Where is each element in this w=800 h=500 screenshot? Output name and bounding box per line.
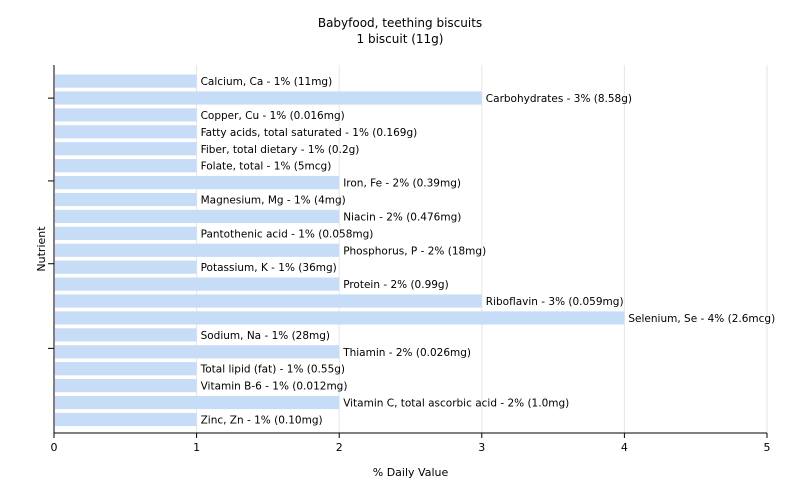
bar (55, 379, 197, 393)
bar (55, 362, 197, 376)
bar-label: Vitamin C, total ascorbic acid - 2% (1.0… (343, 398, 569, 410)
bar (55, 243, 340, 257)
bar (55, 311, 625, 325)
bar (55, 192, 197, 207)
x-axis-label: % Daily Value (373, 466, 449, 479)
bar (55, 175, 340, 190)
chart-title: Babyfood, teething biscuits (317, 16, 483, 30)
bar-label: Fiber, total dietary - 1% (0.2g) (201, 144, 360, 156)
bar (55, 260, 197, 274)
bar-label: Carbohydrates - 3% (8.58g) (486, 93, 632, 105)
bar (55, 345, 340, 359)
bar (55, 91, 482, 105)
bar (55, 412, 197, 427)
bar-label: Protein - 2% (0.99g) (343, 279, 449, 291)
bar-label: Folate, total - 1% (5mcg) (201, 161, 332, 173)
bar-label: Vitamin B-6 - 1% (0.012mg) (201, 381, 348, 393)
bar-label: Sodium, Na - 1% (28mg) (201, 330, 330, 342)
bar (55, 328, 197, 342)
bar-label: Phosphorus, P - 2% (18mg) (343, 245, 486, 257)
chart-subtitle: 1 biscuit (11g) (356, 32, 444, 46)
axes: 0 1 2 3 4 5 (48, 65, 771, 454)
x-tick-label: 2 (336, 441, 343, 454)
bar-label: Total lipid (fat) - 1% (0.55g) (200, 364, 345, 376)
x-tick-label: 5 (764, 441, 771, 454)
x-tick-label: 1 (193, 441, 200, 454)
bar-label: Zinc, Zn - 1% (0.10mg) (201, 414, 323, 426)
bar (55, 277, 340, 291)
bar (55, 395, 340, 410)
bar-label: Potassium, K - 1% (36mg) (201, 262, 337, 274)
bar-label: Niacin - 2% (0.476mg) (343, 211, 461, 223)
x-tick-label: 4 (621, 441, 628, 454)
y-axis-label: Nutrient (35, 226, 48, 272)
bar-label: Pantothenic acid - 1% (0.058mg) (201, 228, 374, 240)
bar-label: Thiamin - 2% (0.026mg) (342, 347, 471, 359)
bar (55, 159, 197, 173)
bar-label: Fatty acids, total saturated - 1% (0.169… (201, 127, 418, 139)
bar-label: Iron, Fe - 2% (0.39mg) (343, 178, 461, 190)
bar (55, 108, 197, 122)
bar (55, 294, 482, 308)
bar (55, 74, 197, 88)
bar (55, 125, 197, 139)
x-tick-label: 3 (478, 441, 485, 454)
bar-label: Calcium, Ca - 1% (11mg) (201, 76, 333, 88)
bar-label: Magnesium, Mg - 1% (4mg) (201, 195, 346, 207)
x-tick-label: 0 (51, 441, 58, 454)
bar-label: Copper, Cu - 1% (0.016mg) (201, 110, 345, 122)
bars: Calcium, Ca - 1% (11mg) Carbohydrates - 3… (55, 74, 775, 426)
bar-label: Riboflavin - 3% (0.059mg) (486, 296, 624, 308)
bar (55, 226, 197, 240)
bar (55, 142, 197, 156)
bar-label: Selenium, Se - 4% (2.6mcg) (628, 313, 775, 325)
bar (55, 209, 340, 224)
